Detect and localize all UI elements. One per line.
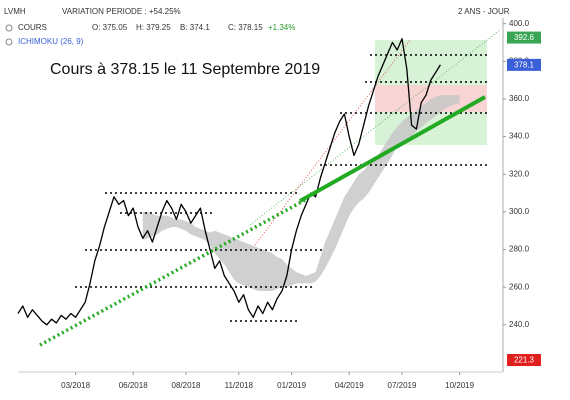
x-tick-label: 06/2018: [119, 381, 148, 390]
y-tick-label: 240.0: [509, 320, 530, 329]
legend-label: ICHIMOKU (26, 9): [18, 37, 84, 46]
trend-line: [299, 95, 486, 203]
annotation: Cours à 378.15 le 11 Septembre 2019: [50, 61, 320, 78]
price-flag: [507, 58, 541, 71]
price-flag: [507, 31, 541, 44]
levels: [75, 54, 487, 322]
y-tick-label: 340.0: [509, 132, 530, 141]
cloud-layer: [142, 95, 460, 291]
ticker: LVMH: [4, 7, 26, 16]
ohlc-label: B: 374.1: [180, 23, 210, 32]
trend-line: [39, 198, 306, 347]
zone-green: [375, 40, 487, 85]
legend-label: COURS: [18, 23, 47, 32]
x-tick-label: 10/2019: [445, 381, 474, 390]
trend-line: [249, 29, 501, 226]
x-tick-label: 08/2018: [172, 381, 201, 390]
trend-line: [254, 39, 411, 246]
y-tick-label: 260.0: [509, 282, 530, 291]
y-tick-label: 300.0: [509, 207, 530, 216]
price-line: [17, 38, 441, 326]
legend-icon: [5, 24, 13, 32]
ohlc-label: C: 378.15: [228, 23, 263, 32]
ohlc-label: H: 379.25: [136, 23, 171, 32]
x-tick-label: 04/2019: [335, 381, 364, 390]
x-tick-label: 03/2018: [61, 381, 90, 390]
price-flag: [507, 354, 541, 367]
x-tick-label: 11/2018: [225, 381, 254, 390]
y-tick-label: 280.0: [509, 245, 530, 254]
price-layer: [17, 38, 441, 326]
variation: VARIATION PERIODE : +54.25%: [62, 7, 181, 16]
legend-icon: [5, 38, 13, 46]
price-flag-label: 378.1: [514, 60, 535, 69]
y-tick-label: 320.0: [509, 169, 530, 178]
ohlc-label: O: 375.05: [92, 23, 128, 32]
change-label: +1.34%: [268, 23, 295, 32]
x-tick-label: 07/2019: [388, 381, 417, 390]
y-tick-label: 400.0: [509, 19, 530, 28]
x-tick-label: 01/2019: [277, 381, 306, 390]
price-flag-label: 392.6: [514, 33, 535, 42]
period: 2 ANS - JOUR: [458, 7, 510, 16]
ichimoku-cloud: [142, 95, 460, 291]
price-flag-label: 221.3: [514, 356, 535, 365]
y-tick-label: 360.0: [509, 94, 530, 103]
